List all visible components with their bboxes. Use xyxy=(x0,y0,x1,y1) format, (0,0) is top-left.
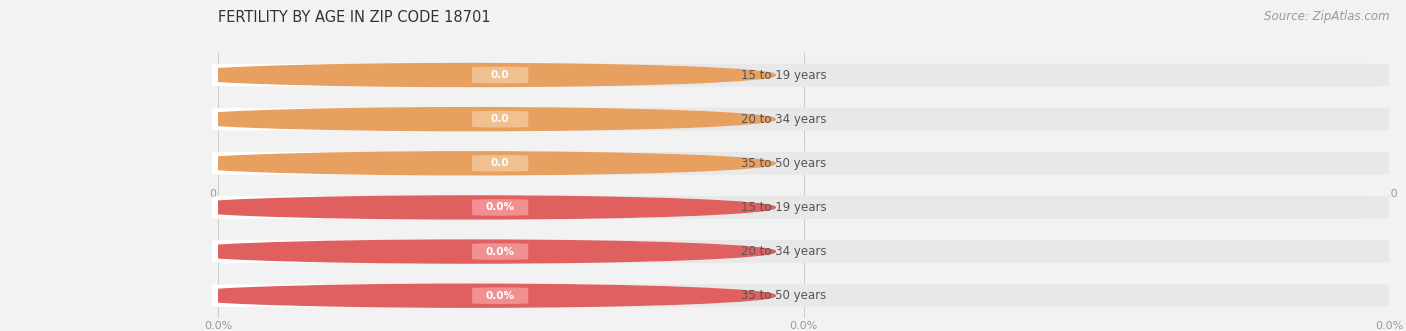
Circle shape xyxy=(166,284,776,307)
Text: 20 to 34 years: 20 to 34 years xyxy=(741,245,827,258)
Text: 0.0%: 0.0% xyxy=(1375,321,1403,331)
FancyBboxPatch shape xyxy=(212,284,470,307)
FancyBboxPatch shape xyxy=(218,64,1389,86)
Text: FERTILITY BY AGE IN ZIP CODE 18701: FERTILITY BY AGE IN ZIP CODE 18701 xyxy=(218,10,491,25)
Circle shape xyxy=(166,108,776,131)
Text: 0.0: 0.0 xyxy=(491,114,509,124)
FancyBboxPatch shape xyxy=(472,287,529,304)
FancyBboxPatch shape xyxy=(472,243,529,260)
FancyBboxPatch shape xyxy=(472,199,529,216)
Text: 15 to 19 years: 15 to 19 years xyxy=(741,69,827,81)
FancyBboxPatch shape xyxy=(218,152,1389,175)
FancyBboxPatch shape xyxy=(212,108,470,131)
FancyBboxPatch shape xyxy=(212,152,470,175)
Text: 0.0%: 0.0% xyxy=(485,291,515,301)
Circle shape xyxy=(166,64,776,86)
FancyBboxPatch shape xyxy=(472,67,529,83)
Text: 0.0%: 0.0% xyxy=(485,247,515,257)
Text: 35 to 50 years: 35 to 50 years xyxy=(741,157,827,170)
Text: 0.0: 0.0 xyxy=(1381,189,1398,199)
FancyBboxPatch shape xyxy=(472,155,529,171)
FancyBboxPatch shape xyxy=(212,240,470,263)
Text: 0.0%: 0.0% xyxy=(204,321,232,331)
Text: 0.0: 0.0 xyxy=(491,158,509,168)
FancyBboxPatch shape xyxy=(218,196,1389,219)
Text: 0.0%: 0.0% xyxy=(789,321,818,331)
FancyBboxPatch shape xyxy=(212,196,470,219)
FancyBboxPatch shape xyxy=(218,108,1389,131)
FancyBboxPatch shape xyxy=(472,111,529,127)
Text: 35 to 50 years: 35 to 50 years xyxy=(741,289,827,302)
Text: 0.0: 0.0 xyxy=(794,189,813,199)
Text: Source: ZipAtlas.com: Source: ZipAtlas.com xyxy=(1264,10,1389,23)
Text: 0.0: 0.0 xyxy=(491,70,509,80)
Text: 0.0: 0.0 xyxy=(209,189,226,199)
FancyBboxPatch shape xyxy=(212,64,470,86)
Text: 0.0%: 0.0% xyxy=(485,203,515,213)
Circle shape xyxy=(166,152,776,175)
FancyBboxPatch shape xyxy=(218,284,1389,307)
Circle shape xyxy=(166,240,776,263)
Text: 20 to 34 years: 20 to 34 years xyxy=(741,113,827,126)
Circle shape xyxy=(166,196,776,219)
Text: 15 to 19 years: 15 to 19 years xyxy=(741,201,827,214)
FancyBboxPatch shape xyxy=(218,240,1389,263)
